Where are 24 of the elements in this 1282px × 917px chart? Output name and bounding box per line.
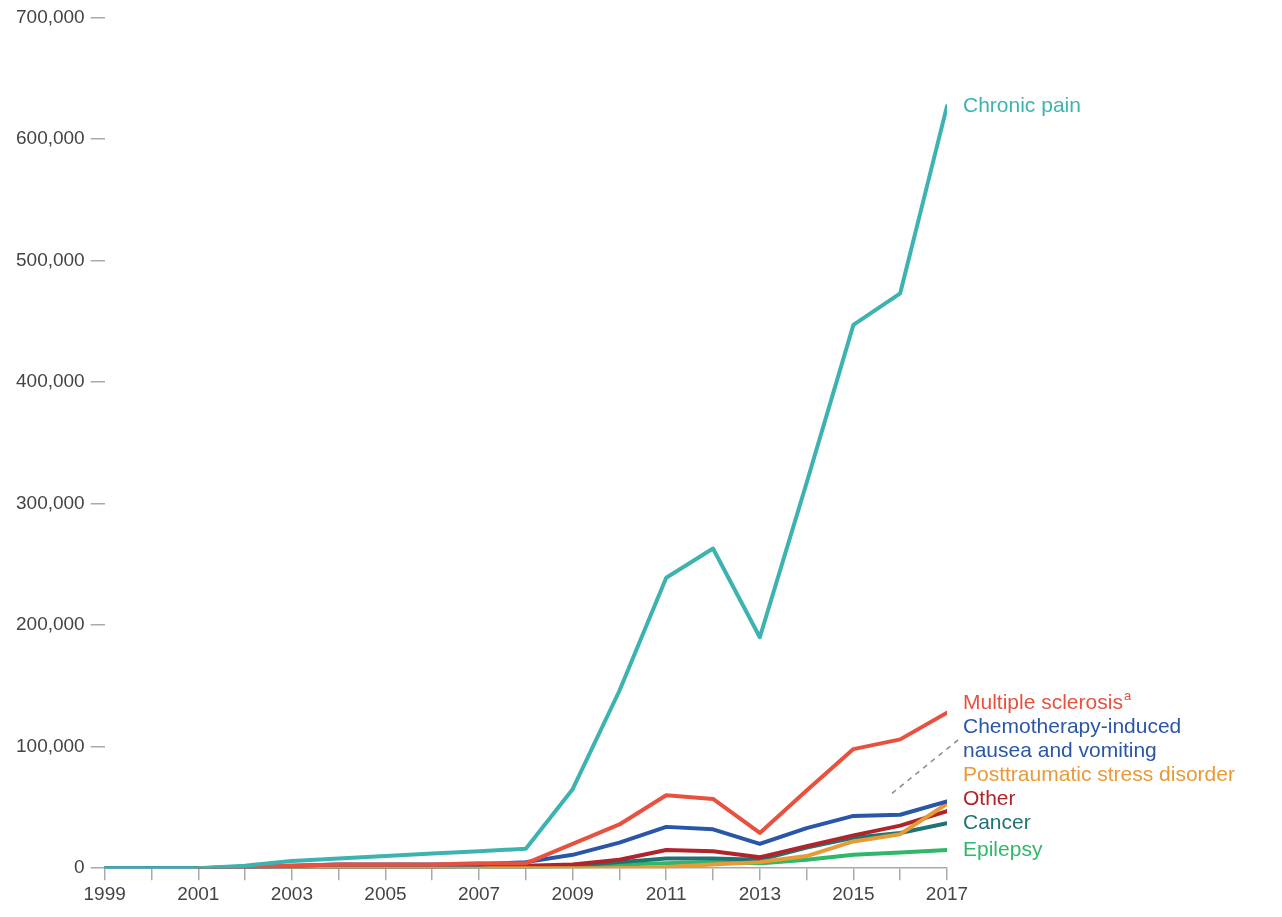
x-tick-label: 2007 bbox=[457, 882, 501, 904]
x-tick-label: 2005 bbox=[364, 882, 407, 904]
y-tick-label: 700,000 bbox=[15, 5, 85, 27]
x-tick-label: 2015 bbox=[832, 882, 875, 904]
x-tick-label: 2017 bbox=[925, 882, 969, 904]
x-tick-label: 1999 bbox=[83, 882, 126, 904]
x-tick-label: 2001 bbox=[177, 882, 220, 904]
x-tick-label: 2013 bbox=[738, 882, 781, 904]
y-tick-label: 0 bbox=[74, 856, 85, 878]
text: Chemotherapy-induced nausea and vomiting bbox=[963, 714, 1182, 762]
series-label: Other bbox=[963, 786, 1016, 810]
y-tick-label: 100,000 bbox=[15, 734, 85, 756]
series-label: Epilepsy bbox=[963, 836, 1043, 860]
y-tick-label: 200,000 bbox=[15, 613, 85, 635]
x-tick-label: 2003 bbox=[270, 882, 313, 904]
y-tick-label: 300,000 bbox=[15, 491, 85, 513]
series-label: Cancer bbox=[963, 810, 1031, 834]
y-tick-label: 600,000 bbox=[15, 127, 85, 149]
x-tick-label: 2011 bbox=[645, 882, 687, 904]
series-label: Chronic pain bbox=[963, 92, 1081, 116]
y-tick-label: 500,000 bbox=[15, 248, 85, 270]
x-tick-label: 2009 bbox=[551, 882, 594, 904]
y-tick-label: 400,000 bbox=[15, 370, 85, 392]
series-label: Posttraumatic stress disorder bbox=[963, 762, 1235, 786]
